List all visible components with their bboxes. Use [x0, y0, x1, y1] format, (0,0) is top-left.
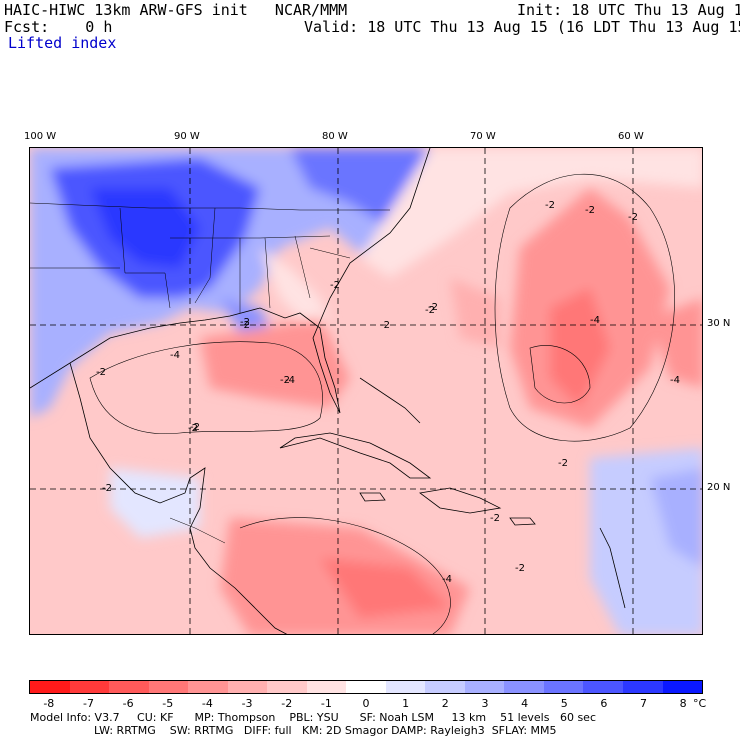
colorbar-swatch [464, 681, 505, 693]
contour-label: -4 [670, 375, 680, 386]
init-time: Init: 18 UTC Thu 13 Aug 15 [517, 1, 740, 19]
contour-label: -2 [280, 375, 290, 386]
colorbar-swatch [543, 681, 584, 693]
latlon-grid [30, 148, 702, 634]
colorbar-tick-label: -6 [122, 697, 134, 710]
contour-label: -2 [188, 423, 198, 434]
colorbar-tick-label: -5 [162, 697, 174, 710]
colorbar-swatch [425, 681, 465, 693]
colorbar-swatch [30, 681, 70, 693]
political-borders [30, 202, 390, 544]
lon-label-100w: 100 W [24, 131, 57, 142]
contour-label: -4 [285, 375, 295, 386]
contour-label: -2 [425, 305, 435, 316]
colorbar-swatch [109, 681, 149, 693]
colorbar-unit: °C [693, 697, 707, 710]
colorbar-tick-label: 4 [521, 697, 529, 710]
contour-label: -2 [96, 367, 106, 378]
contour-label: -2 [380, 320, 390, 331]
contour-label: -2 [545, 200, 555, 211]
colorbar-swatch [346, 681, 386, 693]
lat-label-20n: 20 N [707, 482, 731, 493]
colorbar-swatch [267, 681, 307, 693]
colorbar-tick-label: -1 [320, 697, 332, 710]
colorbar-swatch [188, 681, 228, 693]
contour-label: -4 [590, 315, 600, 326]
colorbar-tick-label: 6 [600, 697, 608, 710]
colorbar-tick-label: -7 [82, 697, 94, 710]
contour-label: -2 [628, 212, 638, 223]
footer-model-info: Model Info: V3.7 CU: KF MP: Thompson PBL… [30, 711, 596, 724]
valid-time: Valid: 18 UTC Thu 13 Aug 15 (16 LDT Thu … [304, 18, 740, 36]
contour-label: -2 [102, 483, 112, 494]
colorbar-swatch [583, 681, 623, 693]
contour-label: -4 [170, 350, 180, 361]
lon-label-70w: 70 W [470, 131, 496, 142]
colorbar-swatch [148, 681, 189, 693]
colorbar-tick-label: -3 [241, 697, 253, 710]
contour-label: -2 [240, 320, 250, 331]
lat-label-30n: 30 N [707, 318, 731, 329]
lifted-index-map: -2 -2 -2 -2 -2 -2 -2 -2 -4 -4 -4 -2 -2 -… [29, 147, 703, 635]
colorbar-tick-label: 1 [402, 697, 410, 710]
colorbar-swatch [662, 681, 703, 693]
contour-label: -2 [490, 513, 500, 524]
contour-label: -2 [585, 205, 595, 216]
colorbar-tick-label: 2 [441, 697, 449, 710]
colorbar-tick-label: 0 [362, 697, 370, 710]
contours [89, 173, 675, 634]
contour-label: -2 [190, 422, 200, 433]
colorbar-swatch [306, 681, 347, 693]
contour-label-group: -2 -2 -2 -2 -2 -2 -2 -2 -4 -4 -4 -2 -2 -… [96, 200, 680, 585]
contour-label: -4 [442, 574, 452, 585]
colorbar-tick-label: 8 [679, 697, 687, 710]
contour-label: -2 [515, 563, 525, 574]
field-name: Lifted index [8, 34, 117, 52]
contour-label: -2 [428, 302, 438, 313]
colorbar-tick-label: -8 [43, 697, 55, 710]
forecast-hour: Fcst: 0 h [4, 18, 113, 36]
colorbar-tick-label: 7 [640, 697, 648, 710]
colorbar-swatch [227, 681, 268, 693]
lon-label-80w: 80 W [322, 131, 348, 142]
colorbar-tick-label: 3 [481, 697, 489, 710]
contour-label: -2 [240, 317, 250, 328]
colorbar-swatch [69, 681, 110, 693]
field-unstable-gulf [200, 318, 350, 408]
colorbar-swatch [622, 681, 663, 693]
lon-label-90w: 90 W [174, 131, 200, 142]
colorbar-tick-label: -2 [281, 697, 293, 710]
colorbar-swatch [385, 681, 426, 693]
colorbar-tick-label: -4 [201, 697, 213, 710]
lon-label-60w: 60 W [618, 131, 644, 142]
contour-label: -2 [330, 280, 340, 291]
colorbar-tick-label: 5 [560, 697, 568, 710]
model-title: HAIC-HIWC 13km ARW-GFS init NCAR/MMM [4, 1, 348, 19]
footer-physics-info: LW: RRTMG SW: RRTMG DIFF: full KM: 2D Sm… [94, 724, 557, 737]
colorbar [29, 680, 703, 694]
colorbar-swatch [504, 681, 544, 693]
contour-label: -2 [558, 458, 568, 469]
